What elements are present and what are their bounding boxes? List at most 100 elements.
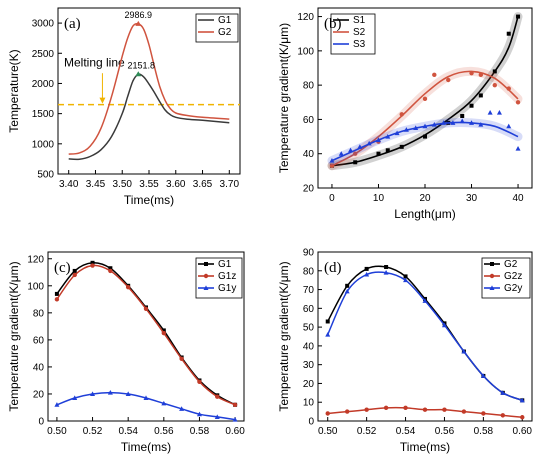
data-point xyxy=(366,140,372,146)
y-axis-label: Temperature gradient(K/μm) xyxy=(7,261,21,411)
x-tick-label: 3.60 xyxy=(166,179,186,190)
data-point xyxy=(385,148,390,153)
data-point xyxy=(500,413,506,418)
data-point xyxy=(478,93,483,98)
data-point xyxy=(422,96,428,102)
data-point xyxy=(72,395,78,401)
legend-box xyxy=(195,13,239,43)
data-point xyxy=(422,298,428,303)
plot-frame xyxy=(47,251,245,422)
data-point xyxy=(481,411,486,416)
y-tick-label: 1000 xyxy=(32,139,55,150)
data-point xyxy=(492,82,497,88)
peak-marker xyxy=(135,71,142,77)
x-tick-label: 3.55 xyxy=(139,179,159,190)
fit-line xyxy=(331,70,519,167)
y-tick-label: 120 xyxy=(27,254,44,265)
data-point xyxy=(385,133,391,139)
legend-marker xyxy=(489,273,495,279)
data-point xyxy=(469,103,474,108)
legend-label: S2 xyxy=(353,27,366,38)
data-point xyxy=(500,390,506,395)
data-point xyxy=(72,268,77,273)
data-point xyxy=(399,112,404,117)
legend-marker xyxy=(490,262,494,266)
y-tick-label: 60 xyxy=(303,115,315,126)
x-tick-label: 0.52 xyxy=(357,426,377,437)
data-point xyxy=(403,274,408,279)
y-tick-label: 20 xyxy=(303,379,315,390)
data-point xyxy=(90,391,96,396)
panel-b: 0 10 20 30 40 20 40 60 80 100 120 Length(μm) Tempera… xyxy=(277,7,533,221)
data-point xyxy=(403,405,408,411)
y-tick-label: 50 xyxy=(303,323,315,334)
data-point xyxy=(506,123,512,129)
x-tick-label: 0.58 xyxy=(190,426,210,437)
data-point xyxy=(376,151,381,156)
y-tick-label: 0 xyxy=(38,417,44,428)
panel-label: (b) xyxy=(324,16,342,32)
data-point xyxy=(506,31,511,36)
panel-d: 0.50 0.52 0.54 0.56 0.58 0.60 0 10 20 30 40 50 60 70 8… xyxy=(277,248,533,454)
y-tick-label: 1500 xyxy=(32,109,55,120)
y-axis-label: Temperature gradient(K/μm) xyxy=(277,261,291,411)
data-point xyxy=(506,86,511,91)
data-point xyxy=(214,414,220,419)
x-tick-label: 0.54 xyxy=(118,426,138,437)
x-tick-label: 3.45 xyxy=(86,179,106,190)
fit-line xyxy=(331,16,519,167)
x-tick-label: 10 xyxy=(373,193,385,204)
x-tick-label: 40 xyxy=(512,193,524,204)
data-point xyxy=(364,266,369,271)
data-point xyxy=(215,394,220,399)
x-tick-label: 0.60 xyxy=(225,426,245,437)
y-tick-label: 120 xyxy=(297,12,314,23)
data-point xyxy=(54,402,60,407)
data-point xyxy=(520,415,525,420)
y-tick-label: 30 xyxy=(303,360,315,371)
data-point xyxy=(422,407,428,412)
x-tick-label: 0.56 xyxy=(435,426,455,437)
plot-frame xyxy=(57,7,241,175)
data-point xyxy=(403,127,409,132)
data-point xyxy=(161,400,167,406)
data-point xyxy=(446,77,451,83)
legend-label: G2 xyxy=(504,259,518,270)
data-point xyxy=(90,263,95,268)
panel-label: (a) xyxy=(64,16,81,32)
x-axis-label: Time(ms) xyxy=(121,440,171,454)
y-tick-label: 2000 xyxy=(32,79,55,90)
y-tick-label: 80 xyxy=(303,266,315,277)
melting-arrow-head xyxy=(99,97,106,104)
y-tick-label: 60 xyxy=(303,304,315,315)
data-point xyxy=(431,121,437,127)
legend-label: G2 xyxy=(218,27,232,38)
y-tick-label: 40 xyxy=(303,341,315,352)
series-G2z xyxy=(325,405,525,420)
data-point xyxy=(394,130,400,136)
legend-label: S1 xyxy=(353,15,366,26)
data-point xyxy=(441,322,447,328)
melting-line-label: Melting line xyxy=(64,56,125,70)
data-point xyxy=(348,147,354,153)
data-point xyxy=(383,405,389,411)
y-tick-label: 20 xyxy=(303,184,315,195)
y-tick-label: 0 xyxy=(308,417,314,428)
legend-label: G2z xyxy=(504,271,522,282)
data-point xyxy=(54,297,60,302)
y-tick-label: 100 xyxy=(297,46,314,57)
y-tick-label: 80 xyxy=(303,81,315,92)
data-point xyxy=(383,270,389,275)
data-point xyxy=(384,265,389,270)
data-point xyxy=(461,348,467,354)
data-point xyxy=(196,411,202,417)
series-line xyxy=(56,262,236,406)
legend-marker xyxy=(204,262,208,266)
data-point xyxy=(353,151,358,156)
data-point xyxy=(232,402,238,407)
x-tick-label: 3.50 xyxy=(113,179,133,190)
peak-marker xyxy=(135,20,142,26)
data-point xyxy=(442,407,447,412)
y-tick-label: 2500 xyxy=(32,49,55,60)
data-point xyxy=(179,406,185,411)
